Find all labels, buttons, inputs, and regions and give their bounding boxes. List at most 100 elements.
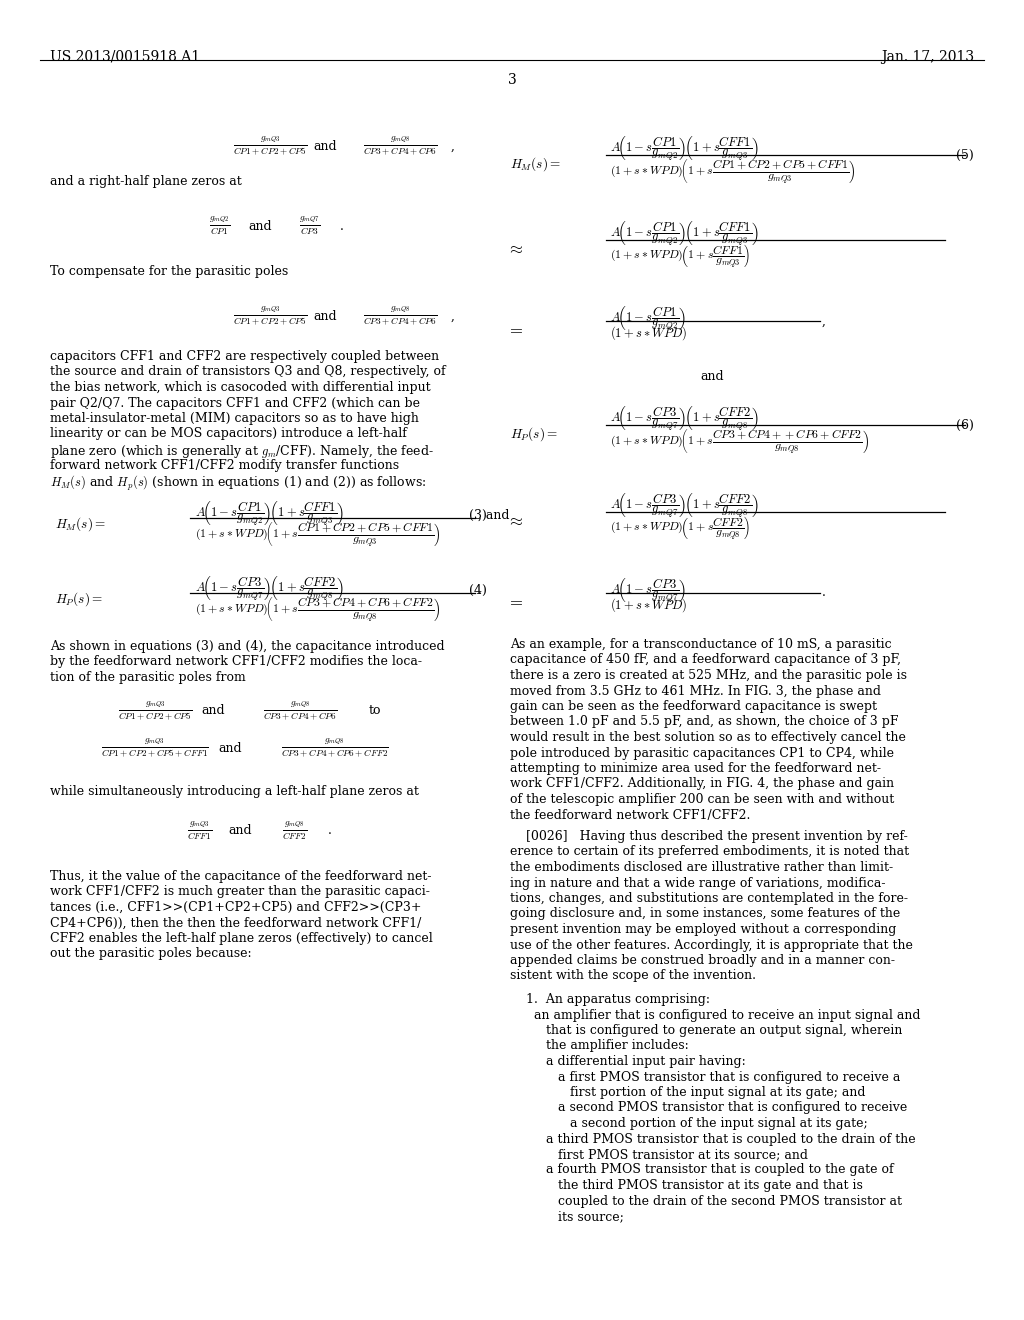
Text: $A\!\left(1-s\dfrac{CP3}{g_{mQ7}}\right)$: $A\!\left(1-s\dfrac{CP3}{g_{mQ7}}\right)…: [610, 577, 686, 605]
Text: ,: ,: [451, 309, 455, 322]
Text: $=$: $=$: [507, 591, 524, 609]
Text: tances (i.e., CFF1>>(CP1+CP2+CP5) and CFF2>>(CP3+: tances (i.e., CFF1>>(CP1+CP2+CP5) and CF…: [50, 902, 422, 913]
Text: $H_M(s) =$: $H_M(s) =$: [55, 515, 106, 533]
Text: first PMOS transistor at its source; and: first PMOS transistor at its source; and: [510, 1148, 808, 1162]
Text: $A\!\left(1-s\dfrac{CP1}{g_{mQ2}}\right)\!\left(1+s\dfrac{CFF1}{g_{mQ3}}\right)$: $A\!\left(1-s\dfrac{CP1}{g_{mQ2}}\right)…: [610, 135, 759, 164]
Text: $A\!\left(1-s\dfrac{CP1}{g_{mQ2}}\right)$: $A\!\left(1-s\dfrac{CP1}{g_{mQ2}}\right)…: [610, 305, 686, 333]
Text: present invention may be employed without a corresponding: present invention may be employed withou…: [510, 923, 896, 936]
Text: pole introduced by parasitic capacitances CP1 to CP4, while: pole introduced by parasitic capacitance…: [510, 747, 894, 759]
Text: $\frac{g_{mQ8}}{CP3+CP4+CP6}$: $\frac{g_{mQ8}}{CP3+CP4+CP6}$: [362, 305, 437, 327]
Text: the source and drain of transistors Q3 and Q8, respectively, of: the source and drain of transistors Q3 a…: [50, 366, 445, 379]
Text: (3): (3): [469, 508, 487, 521]
Text: capacitors CFF1 and CFF2 are respectively coupled between: capacitors CFF1 and CFF2 are respectivel…: [50, 350, 439, 363]
Text: $\frac{g_{mQ7}}{CP3}$: $\frac{g_{mQ7}}{CP3}$: [299, 215, 321, 238]
Text: $\frac{g_{mQ8}}{CP3+CP4+CP6}$: $\frac{g_{mQ8}}{CP3+CP4+CP6}$: [263, 700, 337, 723]
Text: ,: ,: [822, 314, 826, 327]
Text: $H_M(s) =$: $H_M(s) =$: [510, 154, 561, 173]
Text: tions, changes, and substitutions are contemplated in the fore-: tions, changes, and substitutions are co…: [510, 892, 908, 906]
Text: and: and: [700, 370, 724, 383]
Text: attempting to minimize area used for the feedforward net-: attempting to minimize area used for the…: [510, 762, 881, 775]
Text: .: .: [328, 825, 332, 837]
Text: the amplifier includes:: the amplifier includes:: [510, 1040, 689, 1052]
Text: CP4+CP6)), then the then the feedforward network CFF1/: CP4+CP6)), then the then the feedforward…: [50, 916, 421, 929]
Text: $\frac{g_{mQ8}}{CP3+CP4+CP6+CFF2}$: $\frac{g_{mQ8}}{CP3+CP4+CP6+CFF2}$: [282, 737, 389, 760]
Text: a differential input pair having:: a differential input pair having:: [510, 1055, 745, 1068]
Text: $(1+s*WPD)\!\left(1+s\dfrac{CFF2}{g_{mQ8}}\right)$: $(1+s*WPD)\!\left(1+s\dfrac{CFF2}{g_{mQ8…: [610, 515, 750, 544]
Text: to: to: [369, 705, 381, 718]
Text: (6): (6): [956, 418, 974, 432]
Text: US 2013/0015918 A1: US 2013/0015918 A1: [50, 50, 200, 63]
Text: and: and: [218, 742, 242, 755]
Text: [0026]   Having thus described the present invention by ref-: [0026] Having thus described the present…: [510, 830, 907, 843]
Text: a third PMOS transistor that is coupled to the drain of the: a third PMOS transistor that is coupled …: [510, 1133, 915, 1146]
Text: $A\!\left(1-s\dfrac{CP3}{g_{mQ7}}\right)\!\left(1+s\dfrac{CFF2}{g_{mQ8}}\right)$: $A\!\left(1-s\dfrac{CP3}{g_{mQ7}}\right)…: [610, 405, 759, 433]
Text: $\frac{g_{mQ3}}{CP1+CP2+CP5}$: $\frac{g_{mQ3}}{CP1+CP2+CP5}$: [118, 700, 193, 723]
Text: $A\!\left(1-s\dfrac{CP3}{g_{mQ7}}\right)\!\left(1+s\dfrac{CFF2}{g_{mQ8}}\right)$: $A\!\left(1-s\dfrac{CP3}{g_{mQ7}}\right)…: [610, 492, 759, 520]
Text: $\frac{g_{mQ2}}{CP1}$: $\frac{g_{mQ2}}{CP1}$: [210, 215, 230, 238]
Text: by the feedforward network CFF1/CFF2 modifies the loca-: by the feedforward network CFF1/CFF2 mod…: [50, 656, 422, 668]
Text: $(1+s*WPD)\!\left(1+s\dfrac{CP1+CP2+CP5+CFF1}{g_{mQ3}}\right)$: $(1+s*WPD)\!\left(1+s\dfrac{CP1+CP2+CP5+…: [610, 158, 856, 187]
Text: As an example, for a transconductance of 10 mS, a parasitic: As an example, for a transconductance of…: [510, 638, 892, 651]
Text: forward network CFF1/CFF2 modify transfer functions: forward network CFF1/CFF2 modify transfe…: [50, 458, 399, 471]
Text: $A\!\left(1-s\dfrac{CP1}{g_{mQ2}}\right)\!\left(1+s\dfrac{CFF1}{g_{mQ3}}\right)$: $A\!\left(1-s\dfrac{CP1}{g_{mQ2}}\right)…: [195, 500, 344, 528]
Text: (4): (4): [469, 583, 487, 597]
Text: capacitance of 450 fF, and a feedforward capacitance of 3 pF,: capacitance of 450 fF, and a feedforward…: [510, 653, 901, 667]
Text: $\approx$: $\approx$: [507, 512, 524, 529]
Text: that is configured to generate an output signal, wherein: that is configured to generate an output…: [510, 1024, 902, 1038]
Text: gain can be seen as the feedforward capacitance is swept: gain can be seen as the feedforward capa…: [510, 700, 877, 713]
Text: the embodiments disclosed are illustrative rather than limit-: the embodiments disclosed are illustrati…: [510, 861, 893, 874]
Text: $=$: $=$: [507, 319, 524, 337]
Text: $\frac{g_{mQ8}}{CFF2}$: $\frac{g_{mQ8}}{CFF2}$: [283, 820, 307, 842]
Text: and: and: [201, 705, 225, 718]
Text: and: and: [313, 309, 337, 322]
Text: $(1+s*WPD)\!\left(1+s\dfrac{CP1+CP2+CP5+CFF1}{g_{mQ3}}\right)$: $(1+s*WPD)\!\left(1+s\dfrac{CP1+CP2+CP5+…: [195, 521, 440, 550]
Text: an amplifier that is configured to receive an input signal and: an amplifier that is configured to recei…: [510, 1008, 921, 1022]
Text: the bias network, which is casocoded with differential input: the bias network, which is casocoded wit…: [50, 381, 431, 393]
Text: $(1+s*WPD)\!\left(1+s\dfrac{CP3+CP4+CP6+CFF2}{g_{mQ8}}\right)$: $(1+s*WPD)\!\left(1+s\dfrac{CP3+CP4+CP6+…: [195, 597, 440, 626]
Text: and: and: [228, 825, 252, 837]
Text: $\frac{g_{mQ3}}{CP1+CP2+CP5+CFF1}$: $\frac{g_{mQ3}}{CP1+CP2+CP5+CFF1}$: [101, 737, 209, 760]
Text: $(1+s*WPD)\!\left(1+s\dfrac{CP3+CP4++CP6+CFF2}{g_{mQ8}}\right)$: $(1+s*WPD)\!\left(1+s\dfrac{CP3+CP4++CP6…: [610, 428, 869, 457]
Text: $\approx$: $\approx$: [507, 240, 524, 257]
Text: coupled to the drain of the second PMOS transistor at: coupled to the drain of the second PMOS …: [510, 1195, 902, 1208]
Text: and: and: [313, 140, 337, 153]
Text: $(1+s*WPD)\!\left(1+s\dfrac{CFF1}{g_{mQ3}}\right)$: $(1+s*WPD)\!\left(1+s\dfrac{CFF1}{g_{mQ3…: [610, 243, 750, 271]
Text: $A\!\left(1-s\dfrac{CP3}{g_{mQ7}}\right)\!\left(1+s\dfrac{CFF2}{g_{mQ8}}\right)$: $A\!\left(1-s\dfrac{CP3}{g_{mQ7}}\right)…: [195, 576, 344, 603]
Text: .: .: [340, 219, 344, 232]
Text: .: .: [822, 586, 826, 599]
Text: while simultaneously introducing a left-half plane zeros at: while simultaneously introducing a left-…: [50, 785, 419, 799]
Text: tion of the parasitic poles from: tion of the parasitic poles from: [50, 671, 246, 684]
Text: erence to certain of its preferred embodiments, it is noted that: erence to certain of its preferred embod…: [510, 846, 909, 858]
Text: sistent with the scope of the invention.: sistent with the scope of the invention.: [510, 969, 756, 982]
Text: work CFF1/CFF2 is much greater than the parasitic capaci-: work CFF1/CFF2 is much greater than the …: [50, 886, 430, 899]
Text: a second portion of the input signal at its gate;: a second portion of the input signal at …: [510, 1117, 867, 1130]
Text: the third PMOS transistor at its gate and that is: the third PMOS transistor at its gate an…: [510, 1179, 863, 1192]
Text: out the parasitic poles because:: out the parasitic poles because:: [50, 948, 252, 961]
Text: $A\!\left(1-s\dfrac{CP1}{g_{mQ2}}\right)\!\left(1+s\dfrac{CFF1}{g_{mQ3}}\right)$: $A\!\left(1-s\dfrac{CP1}{g_{mQ2}}\right)…: [610, 220, 759, 248]
Text: 1.  An apparatus comprising:: 1. An apparatus comprising:: [510, 993, 710, 1006]
Text: Jan. 17, 2013: Jan. 17, 2013: [881, 50, 974, 63]
Text: $\frac{g_{mQ3}}{CP1+CP2+CP5}$: $\frac{g_{mQ3}}{CP1+CP2+CP5}$: [232, 305, 307, 327]
Text: going disclosure and, in some instances, some features of the: going disclosure and, in some instances,…: [510, 908, 900, 920]
Text: its source;: its source;: [510, 1210, 624, 1224]
Text: $(1+s*WPD)$: $(1+s*WPD)$: [610, 323, 687, 342]
Text: $(1+s*WPD)$: $(1+s*WPD)$: [610, 597, 687, 614]
Text: To compensate for the parasitic poles: To compensate for the parasitic poles: [50, 265, 288, 279]
Text: $\frac{g_{mQ3}}{CP1+CP2+CP5}$: $\frac{g_{mQ3}}{CP1+CP2+CP5}$: [232, 135, 307, 158]
Text: pair Q2/Q7. The capacitors CFF1 and CFF2 (which can be: pair Q2/Q7. The capacitors CFF1 and CFF2…: [50, 396, 420, 409]
Text: linearity or can be MOS capacitors) introduce a left-half: linearity or can be MOS capacitors) intr…: [50, 428, 407, 441]
Text: there is a zero is created at 525 MHz, and the parasitic pole is: there is a zero is created at 525 MHz, a…: [510, 669, 907, 682]
Text: CFF2 enables the left-half plane zeros (effectively) to cancel: CFF2 enables the left-half plane zeros (…: [50, 932, 433, 945]
Text: a first PMOS transistor that is configured to receive a: a first PMOS transistor that is configur…: [510, 1071, 900, 1084]
Text: appended claims be construed broadly and in a manner con-: appended claims be construed broadly and…: [510, 954, 895, 968]
Text: $H_M(s)$ and $H_p(s)$ (shown in equations (1) and (2)) as follows:: $H_M(s)$ and $H_p(s)$ (shown in equation…: [50, 474, 427, 494]
Text: plane zero (which is generally at $g_m$/CFF). Namely, the feed-: plane zero (which is generally at $g_m$/…: [50, 444, 433, 459]
Text: moved from 3.5 GHz to 461 MHz. In FIG. 3, the phase and: moved from 3.5 GHz to 461 MHz. In FIG. 3…: [510, 685, 881, 697]
Text: use of the other features. Accordingly, it is appropriate that the: use of the other features. Accordingly, …: [510, 939, 912, 952]
Text: .: .: [478, 583, 482, 597]
Text: As shown in equations (3) and (4), the capacitance introduced: As shown in equations (3) and (4), the c…: [50, 640, 444, 653]
Text: $H_P(s) =$: $H_P(s) =$: [510, 425, 558, 442]
Text: of the telescopic amplifier 200 can be seen with and without: of the telescopic amplifier 200 can be s…: [510, 793, 894, 807]
Text: and: and: [248, 219, 271, 232]
Text: (5): (5): [956, 149, 974, 161]
